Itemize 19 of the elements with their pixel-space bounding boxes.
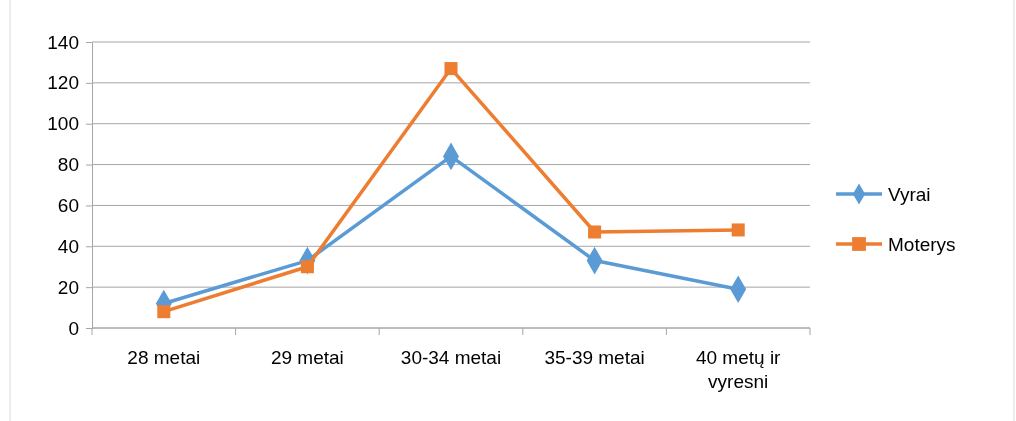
y-tick-label: 40 <box>57 235 79 257</box>
x-tick-label: 40 metų ir vyresni <box>695 347 782 392</box>
y-tick-label: 60 <box>57 195 79 217</box>
y-tick-label: 120 <box>47 72 79 94</box>
y-tick-label: 80 <box>57 154 79 176</box>
point <box>444 62 458 76</box>
y-tick-label: 0 <box>68 317 79 339</box>
y-tick-label: 20 <box>57 276 79 298</box>
point <box>157 305 171 319</box>
x-tick-label: 29 metai <box>270 347 344 368</box>
x-tick-label: 30-34 metai <box>400 347 502 368</box>
legend-label: Moterys <box>888 234 956 255</box>
x-tick-label: 35-39 metai <box>544 347 645 368</box>
point <box>731 223 745 237</box>
legend-label: Vyrai <box>888 184 931 205</box>
point <box>588 225 602 239</box>
y-tick-label: 100 <box>47 113 79 135</box>
x-tick-label: 28 metai <box>127 347 201 368</box>
y-tick-label: 140 <box>47 31 79 53</box>
